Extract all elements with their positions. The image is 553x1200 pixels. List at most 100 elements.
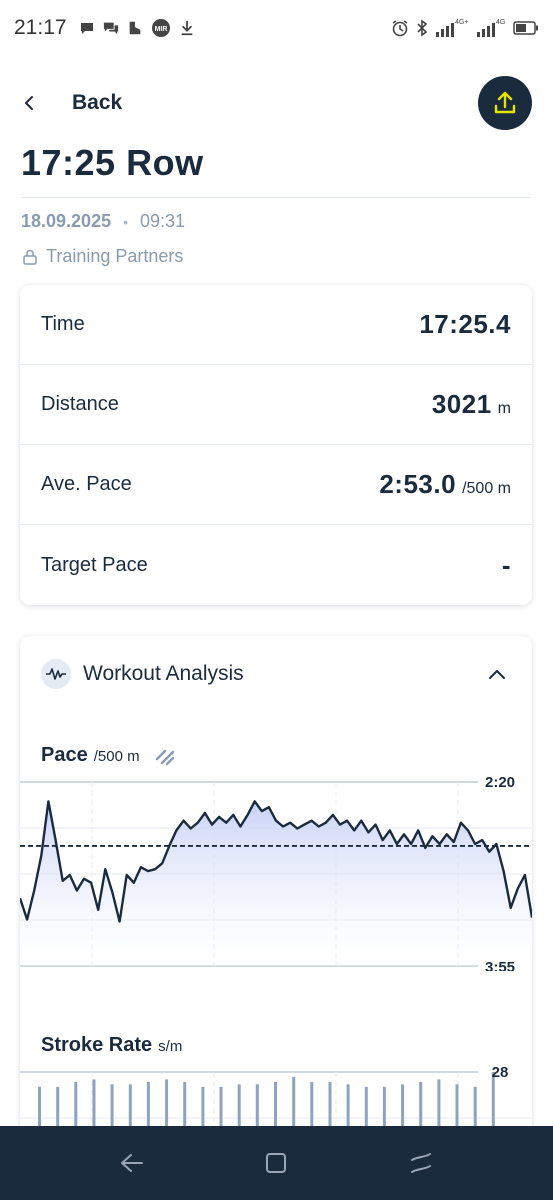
pace-tick-top: 2:20 (485, 774, 515, 791)
mir-icon: MIR (151, 19, 170, 37)
pace-area-fill (20, 801, 532, 966)
stat-number: 3021 (431, 389, 492, 419)
stroke-bar (382, 1086, 386, 1141)
stroke-bar (146, 1081, 150, 1141)
stat-value: 3021 m (432, 389, 511, 420)
pace-title: Pace (41, 744, 88, 766)
stroke-bar (128, 1084, 132, 1141)
lock-icon (23, 249, 37, 265)
stroke-bar (346, 1084, 350, 1141)
stat-value: - (502, 550, 511, 581)
workout-time: 09:31 (140, 211, 186, 231)
privacy-setting[interactable]: Training Partners (21, 246, 183, 267)
stroke-chart-title: Stroke Rate s/m (41, 1034, 182, 1057)
summary-card: Time 17:25.4 Distance 3021 m Ave. Pace 2… (20, 285, 532, 605)
stroke-bar (455, 1084, 459, 1141)
stat-value: 2:53.0 /500 m (379, 469, 511, 500)
upload-icon (494, 91, 516, 114)
analysis-title: Workout Analysis (83, 662, 244, 685)
stroke-bar (92, 1079, 96, 1141)
nav-back-icon (121, 1154, 144, 1172)
stroke-bar (201, 1086, 205, 1141)
pace-unit: /500 m (93, 748, 140, 765)
workout-analysis-card: Workout Analysis Pace /500 m 2:20 3:55 St… (20, 636, 532, 1200)
stroke-bar (491, 1072, 495, 1141)
back-button[interactable]: Back (72, 91, 123, 114)
workout-title: 17:25 Row (21, 142, 204, 183)
status-time: 21:17 (14, 16, 67, 39)
shoe-icon (129, 21, 140, 35)
pace-chart-title: Pace /500 m (41, 744, 176, 767)
nav-home-icon (266, 1153, 287, 1173)
stat-row-time: Time 17:25.4 (20, 285, 532, 365)
stroke-bar (219, 1086, 223, 1141)
stat-row-ave-pace: Ave. Pace 2:53.0 /500 m (20, 445, 532, 525)
analysis-header[interactable]: Workout Analysis (41, 658, 511, 690)
status-left: 21:17 MIR (14, 16, 195, 40)
collapse-chevron-icon[interactable] (483, 660, 511, 688)
workout-meta: 18.09.2025 • 09:31 (21, 211, 185, 232)
stroke-bar (74, 1081, 78, 1141)
pace-tick-bottom: 3:55 (485, 959, 515, 971)
stat-label: Distance (41, 393, 119, 415)
stroke-bar (364, 1086, 368, 1141)
stroke-bar (183, 1081, 187, 1141)
privacy-label: Training Partners (46, 246, 184, 266)
waveform-icon (41, 659, 71, 689)
stroke-unit: s/m (158, 1038, 183, 1055)
nav-recents-icon (410, 1153, 431, 1173)
back-chevron-icon[interactable] (22, 88, 52, 118)
stat-unit: /500 m (462, 480, 511, 497)
pace-chart: 2:20 3:55 (20, 774, 532, 971)
stat-row-distance: Distance 3021 m (20, 365, 532, 445)
stat-label: Time (41, 313, 85, 335)
download-icon (181, 20, 192, 36)
workout-date: 18.09.2025 (21, 211, 112, 231)
meta-separator: • (123, 213, 128, 230)
stroke-bar (255, 1084, 259, 1141)
bluetooth-icon (417, 19, 428, 37)
chat-bubble-icon (80, 23, 93, 34)
stat-label: Ave. Pace (41, 473, 132, 495)
stat-unit: m (497, 400, 511, 417)
stat-value: 17:25.4 (419, 309, 511, 340)
stroke-bar (401, 1084, 405, 1141)
stroke-bar (292, 1076, 296, 1141)
signal-4g-icon: 4G (477, 19, 505, 37)
compare-toggle-icon[interactable] (154, 745, 176, 767)
stat-number: - (501, 549, 511, 580)
header-bar: Back (22, 76, 532, 130)
stroke-bar (328, 1081, 332, 1141)
export-button[interactable] (478, 76, 532, 130)
battery-icon (513, 21, 538, 35)
nav-home-button[interactable] (256, 1143, 296, 1183)
stroke-bar (437, 1079, 441, 1141)
title-divider (21, 197, 531, 198)
stroke-bar (237, 1084, 241, 1141)
stat-number: 2:53.0 (379, 469, 457, 499)
stat-row-target-pace: Target Pace - (20, 525, 532, 605)
status-bar: 21:17 MIR 4G+ 4G (0, 0, 553, 56)
stroke-title: Stroke Rate (41, 1034, 153, 1056)
pace-line (20, 800, 532, 923)
stroke-bar (38, 1086, 41, 1141)
chat-bubbles-icon (103, 22, 118, 35)
status-right: 4G+ 4G (391, 17, 539, 39)
alarm-icon (392, 20, 408, 37)
nav-back-button[interactable] (112, 1143, 152, 1183)
stat-label: Target Pace (41, 553, 148, 576)
nav-recents-button[interactable] (401, 1143, 441, 1183)
stroke-bar (473, 1086, 477, 1141)
stroke-bar (165, 1079, 169, 1141)
stroke-tick-top: 28 (492, 1064, 509, 1081)
net-type-2: 4G (496, 19, 505, 26)
stroke-rate-chart: 28 (20, 1064, 532, 1141)
stroke-bar (274, 1081, 277, 1141)
stroke-bar (310, 1081, 314, 1141)
mir-label: MIR (154, 26, 167, 33)
signal-4g-plus-icon: 4G+ (436, 19, 468, 37)
stroke-bar (110, 1084, 114, 1141)
system-nav-bar (0, 1126, 553, 1200)
net-type-1: 4G+ (455, 19, 468, 26)
stroke-bar (56, 1086, 60, 1141)
